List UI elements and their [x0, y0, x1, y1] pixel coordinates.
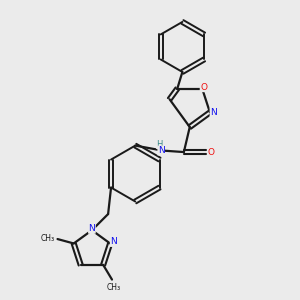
Text: N: N [88, 224, 95, 233]
Text: N: N [110, 238, 117, 247]
Text: H: H [157, 140, 163, 148]
Text: O: O [208, 148, 215, 157]
Text: CH₃: CH₃ [106, 283, 121, 292]
Text: N: N [210, 108, 217, 117]
Text: N: N [158, 146, 165, 155]
Text: O: O [200, 83, 207, 92]
Text: CH₃: CH₃ [41, 234, 55, 243]
